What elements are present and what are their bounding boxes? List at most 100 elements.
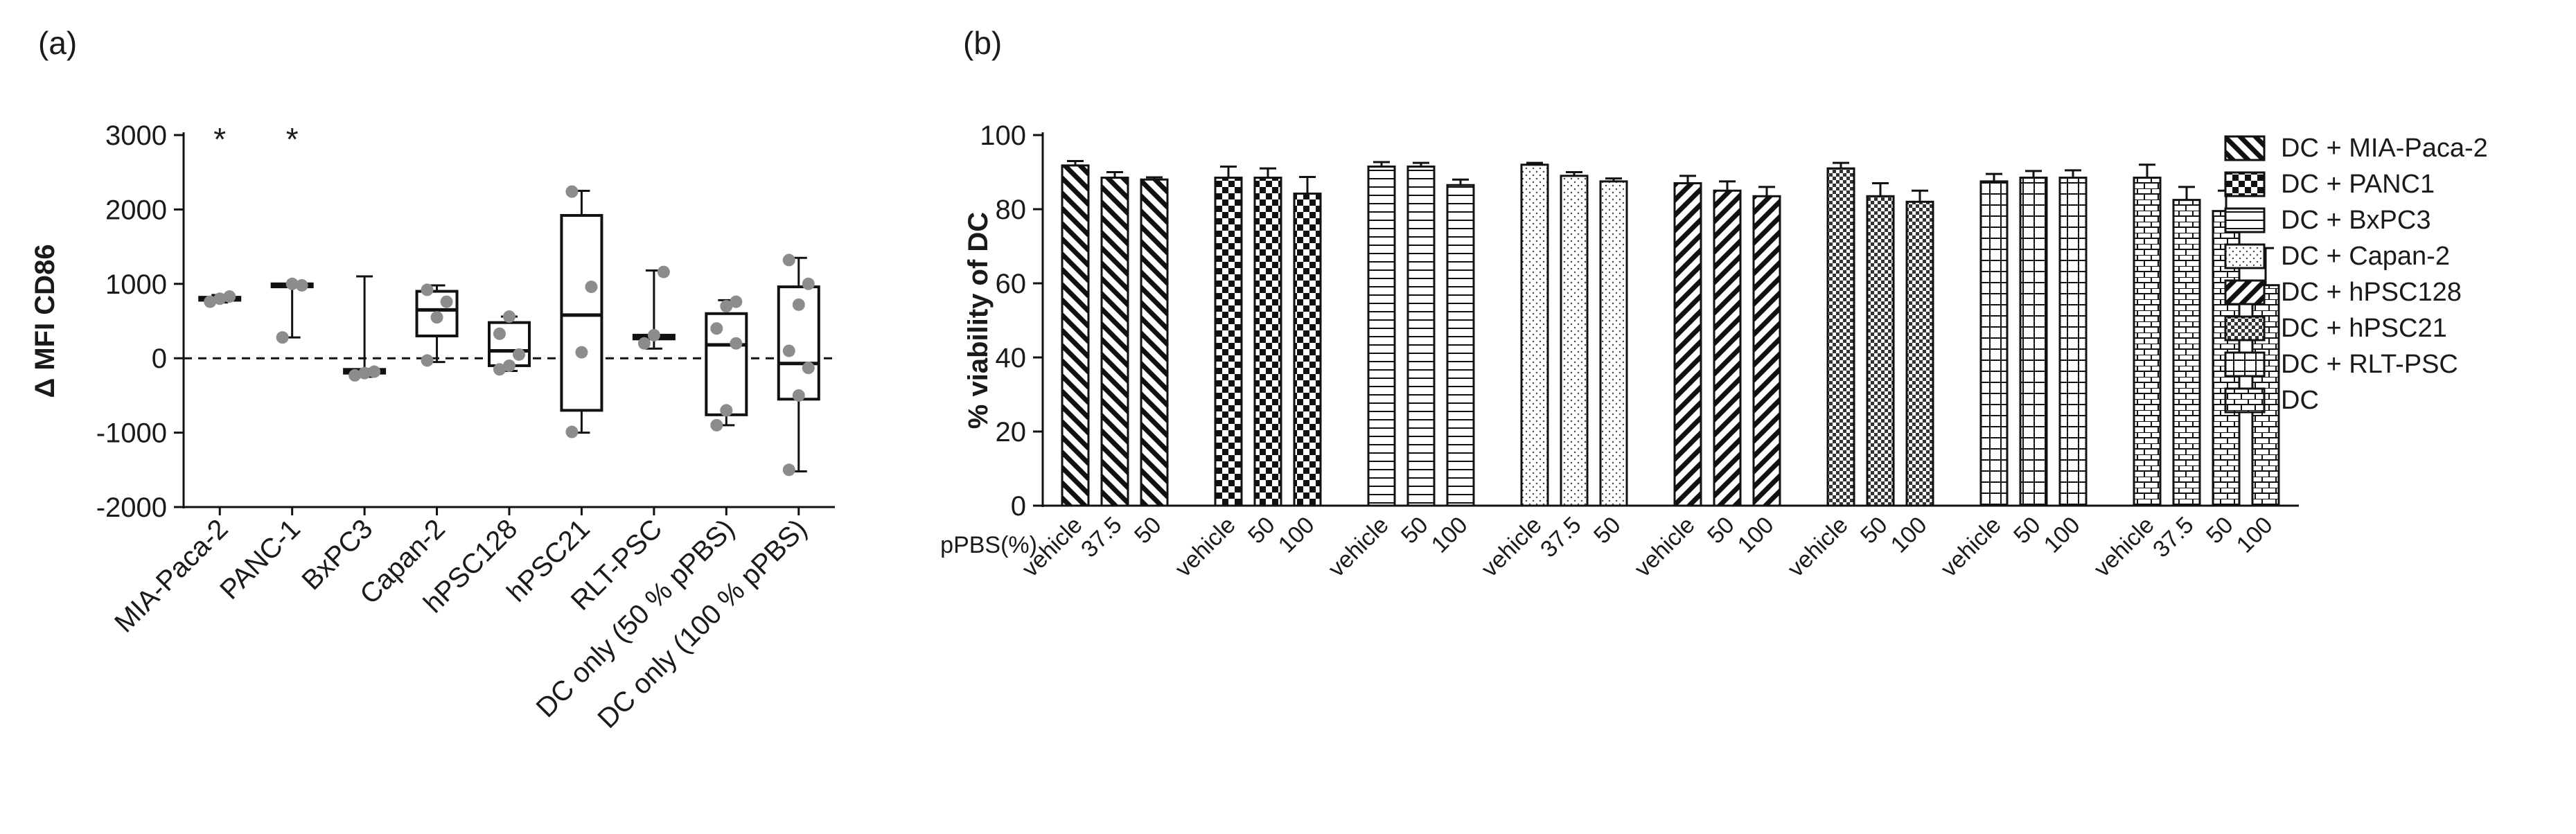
x-tick-label: vehicle [1783, 512, 1853, 583]
x-tick-label: 100 [1427, 512, 1473, 558]
legend-entry-7: DC [2224, 386, 2319, 415]
y-tick-label: 0 [1011, 491, 1026, 522]
data-point [285, 277, 299, 290]
bar [1979, 180, 2009, 507]
x-tick-label: 37.5 [2148, 512, 2199, 563]
bar [1826, 167, 1855, 507]
bar [1100, 177, 1129, 507]
box-iqr [488, 321, 531, 367]
x-tick-label: 50 [1702, 512, 1740, 549]
data-point [657, 265, 670, 278]
x-category-label: PANC-1 [214, 513, 306, 605]
y-tick-label: 3000 [105, 121, 167, 151]
legend-label: DC + Capan-2 [2281, 242, 2450, 271]
x-axis-title: pPBS(%) [940, 532, 1037, 558]
box-2 [343, 275, 387, 382]
x-tick-label: vehicle [1630, 512, 1700, 583]
legend-swatch [2224, 387, 2266, 414]
data-point [730, 295, 743, 308]
legend-label: DC + BxPC3 [2281, 206, 2431, 235]
data-point [503, 359, 515, 372]
data-point [802, 362, 815, 375]
x-tick-label: 100 [2232, 512, 2278, 558]
legend-swatch [2224, 243, 2266, 269]
y-axis-label: % viability of DC [963, 212, 994, 429]
bar [1140, 178, 1169, 507]
legend-swatch [2224, 171, 2266, 197]
data-point [720, 300, 733, 313]
legend-label: DC + hPSC21 [2281, 314, 2447, 343]
data-point [204, 295, 217, 308]
x-tick-label: 50 [1129, 512, 1167, 549]
legend-swatch [2224, 315, 2266, 341]
data-point [710, 322, 723, 335]
legend-swatch [2224, 351, 2266, 378]
legend-swatch [2224, 279, 2266, 305]
box-4 [488, 310, 531, 376]
box-0 [198, 290, 242, 308]
bar [2019, 177, 2048, 507]
bar [1214, 177, 1243, 507]
data-point [503, 310, 515, 323]
data-point [421, 354, 434, 367]
data-point [585, 281, 598, 294]
x-tick-label: 50 [1855, 512, 1893, 549]
box-6 [632, 265, 676, 350]
panel-b-label: (b) [963, 25, 1002, 61]
bar [1520, 163, 1549, 507]
legend-swatch [2224, 207, 2266, 233]
data-point [565, 425, 579, 438]
legend-label: DC + MIA-Paca-2 [2281, 134, 2488, 163]
data-point [440, 295, 453, 308]
bar [1367, 165, 1396, 507]
legend-label: DC + hPSC128 [2281, 278, 2462, 307]
x-tick-label: vehicle [1936, 512, 2006, 583]
x-tick-label: 100 [1273, 512, 1320, 558]
y-tick-label: 60 [996, 269, 1027, 299]
y-axis-label: Δ MFI CD86 [30, 244, 60, 398]
data-point [792, 389, 805, 402]
bar [1293, 193, 1322, 507]
bar [1673, 182, 1702, 507]
data-point [368, 365, 381, 378]
x-tick-label: 50 [1589, 512, 1626, 549]
data-point [349, 369, 362, 382]
x-tick-label: 100 [2039, 512, 2085, 558]
bar [1599, 180, 1628, 507]
data-point [276, 331, 289, 344]
data-point [213, 292, 227, 305]
data-point [358, 366, 371, 380]
y-tick-label: 40 [996, 343, 1027, 373]
bar [1905, 200, 1934, 507]
box-iqr [560, 213, 603, 412]
data-point [421, 283, 434, 296]
x-tick-label: 37.5 [1535, 512, 1587, 563]
data-point [647, 328, 660, 341]
legend-entry-0: DC + MIA-Paca-2 [2224, 134, 2488, 163]
y-tick-label: 2000 [105, 195, 167, 225]
legend-entry-5: DC + hPSC21 [2224, 314, 2447, 343]
legend-entry-3: DC + Capan-2 [2224, 242, 2450, 271]
legend-entry-6: DC + RLT-PSC [2224, 350, 2458, 379]
bar [1560, 175, 1589, 507]
data-point [430, 311, 443, 324]
bar [1406, 165, 1436, 507]
legend-label: DC + PANC1 [2281, 170, 2435, 199]
y-tick-label: -2000 [96, 493, 167, 523]
bar [2133, 177, 2162, 507]
x-tick-label: 100 [1886, 512, 1932, 558]
significance-star: * [213, 121, 226, 157]
data-point [565, 185, 579, 198]
x-tick-label: 100 [1733, 512, 1779, 558]
bar [1866, 195, 1895, 507]
bar [1446, 184, 1475, 507]
bar [1713, 189, 1742, 507]
data-point [802, 277, 815, 290]
y-tick-label: 100 [980, 121, 1026, 151]
x-category-label: MIA-Paca-2 [109, 513, 233, 638]
panel-a-label: (a) [38, 25, 77, 61]
data-point [782, 463, 795, 477]
legend-entry-1: DC + PANC1 [2224, 170, 2435, 199]
